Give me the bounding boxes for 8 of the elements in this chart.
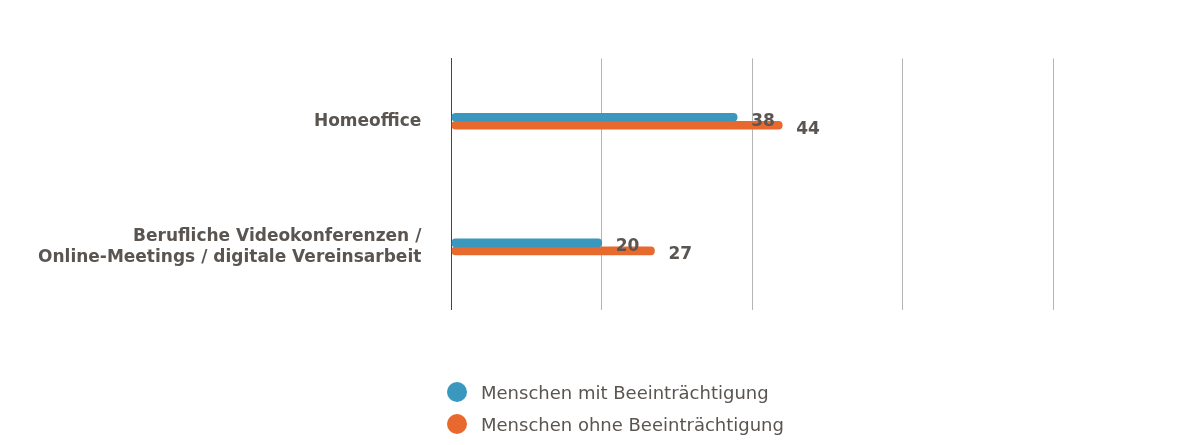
data-label: 44 — [796, 117, 821, 138]
legend-label: Menschen mit Beeinträchtigung — [481, 381, 769, 403]
bar — [451, 238, 603, 248]
y-tick-label: Homeoffice — [313, 109, 422, 130]
bar — [451, 112, 738, 122]
legend-label: Menschen ohne Beeinträchtigung — [481, 413, 784, 435]
y-tick-label: Berufliche Videokonferenzen / Online-Meetings / digitale Vereinsarbeit — [38, 225, 423, 266]
data-label: 27 — [668, 243, 693, 264]
